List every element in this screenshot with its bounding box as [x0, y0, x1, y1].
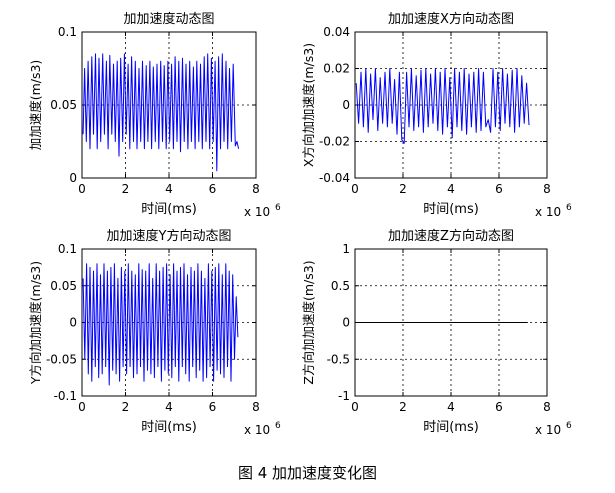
x-tick-label: 8: [252, 182, 260, 196]
x-tick-label: 6: [495, 182, 503, 196]
y-tick-label: 0.02: [323, 62, 350, 76]
x-tick-label: 8: [252, 400, 260, 414]
chart-title: 加加速度Y方向动态图: [107, 228, 232, 244]
x-tick-label: 2: [399, 182, 407, 196]
y-axis-label: Y方向加加速度(m/s3): [28, 261, 43, 385]
y-tick-label: 0.1: [58, 242, 77, 256]
x-scale-exponent: 6: [566, 203, 572, 213]
x-axis-label: 时间(ms): [423, 202, 479, 217]
x-tick-label: 6: [209, 400, 217, 414]
x-tick-label: 2: [122, 400, 130, 414]
x-axis-label: 时间(ms): [141, 202, 197, 217]
x-tick-label: 4: [165, 182, 173, 196]
chart-title: 加加速度动态图: [123, 11, 214, 27]
y-tick-label: -0.5: [327, 352, 350, 366]
figure-caption: 图 4 加加速度变化图: [237, 464, 378, 482]
y-axis-label: Z方向加加速度(m/s3): [301, 260, 316, 384]
data-series-line: [82, 263, 239, 386]
x-axis-label: 时间(ms): [141, 420, 197, 435]
x-scale-factor: x 10: [535, 423, 561, 437]
data-series-line: [355, 68, 530, 144]
x-scale-exponent: 6: [275, 421, 281, 431]
y-tick-label: -0.04: [319, 171, 350, 185]
x-tick-label: 8: [543, 400, 551, 414]
data-series-line: [82, 53, 240, 172]
chart-title: 加加速度Z方向动态图: [388, 228, 514, 244]
y-tick-label: -0.1: [54, 389, 77, 403]
y-tick-label: 0: [69, 171, 77, 185]
x-tick-label: 4: [447, 400, 455, 414]
y-axis-label: 加加速度(m/s3): [28, 60, 43, 151]
x-scale-factor: x 10: [535, 205, 561, 219]
y-tick-label: 0: [342, 316, 350, 330]
x-scale-factor: x 10: [244, 423, 270, 437]
y-axis-label: X方向加加速度(m/s3): [301, 43, 316, 167]
x-tick-label: 2: [399, 400, 407, 414]
chart-title: 加加速度X方向动态图: [388, 11, 514, 27]
y-tick-label: -0.02: [319, 135, 350, 149]
x-tick-label: 6: [209, 182, 217, 196]
x-tick-label: 0: [78, 182, 86, 196]
x-scale-exponent: 6: [275, 203, 281, 213]
x-tick-label: 8: [543, 182, 551, 196]
x-scale-exponent: 6: [566, 421, 572, 431]
x-scale-factor: x 10: [244, 205, 270, 219]
x-tick-label: 4: [447, 182, 455, 196]
y-tick-label: 0: [342, 98, 350, 112]
y-tick-label: 0.05: [50, 98, 77, 112]
y-tick-label: -1: [338, 389, 350, 403]
y-tick-label: 0.5: [331, 279, 350, 293]
x-tick-label: 2: [122, 182, 130, 196]
y-tick-label: 0.1: [58, 25, 77, 39]
x-tick-label: 6: [495, 400, 503, 414]
x-axis-label: 时间(ms): [423, 420, 479, 435]
x-tick-label: 4: [165, 400, 173, 414]
y-tick-label: -0.05: [46, 352, 77, 366]
y-tick-label: 0.04: [323, 25, 350, 39]
chart-jerk-x: 0 2 4 6 8 -0.04 -0.02 0 0.02 0.04 加加速度X方向动态图时间(ms)…: [301, 11, 572, 219]
x-tick-label: 0: [351, 400, 359, 414]
y-tick-label: 0: [69, 316, 77, 330]
y-tick-label: 0.05: [50, 279, 77, 293]
y-tick-label: 1: [342, 242, 350, 256]
x-tick-label: 0: [351, 182, 359, 196]
x-tick-label: 0: [78, 400, 86, 414]
